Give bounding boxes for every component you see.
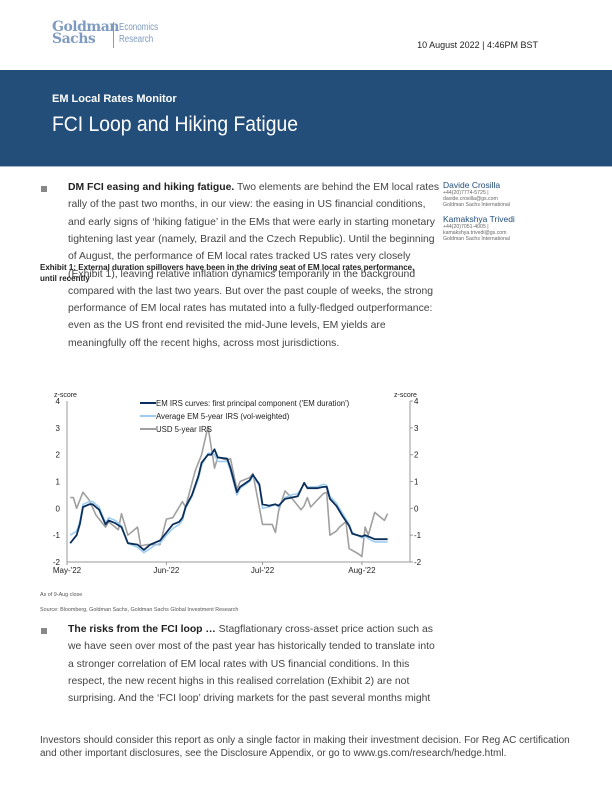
logo-subtitle: Economics Research (119, 22, 159, 45)
line-text: Stagflationary cross-asset price action … (215, 624, 433, 635)
exhibit-1-chart: 4 4 3 3 2 2 1 1 0 0 -1 -1 -2 -2 z-score z-score May-'22 J… (53, 392, 422, 575)
line-text: even as the US front end revisited the m… (68, 320, 386, 332)
logo-divider (113, 22, 114, 48)
exhibit-source: Source: Bloomberg, Goldman Sachs, Goldma… (40, 607, 239, 613)
report-series: EM Local Rates Monitor (52, 93, 177, 105)
bullet-icon (41, 186, 47, 192)
legend-label: EM IRS curves: first principal component… (156, 399, 350, 408)
author-phone: +44(20)7051-4005 | (443, 224, 489, 230)
series-line-0 (69, 448, 388, 551)
lead-in: The risks from the FCI loop … (68, 624, 216, 635)
exhibit-note: As of 9-Aug close (40, 592, 83, 598)
x-tick-label: Aug-'22 (348, 566, 376, 575)
report-title: FCI Loop and Hiking Fatigue (52, 113, 298, 136)
y-tick-label-left: -2 (53, 558, 61, 567)
lead-in: DM FCI easing and hiking fatigue. (68, 182, 235, 193)
text-line: compared with the last two years. But ov… (68, 283, 433, 300)
line-text: we have seen over most of the past year … (68, 641, 435, 653)
line-text: meaningfully off the recent highs, acros… (68, 337, 340, 349)
line-text: compared with the last two years. But ov… (68, 285, 434, 297)
y-axis-label-left: z-score (54, 392, 77, 399)
text-line: (Exhibit 1), leaving relative inflation … (68, 266, 415, 283)
author-firm: Goldman Sachs International (443, 236, 510, 242)
line-text: rally of the past two months, in our vie… (68, 199, 426, 211)
text-line: The risks from the FCI loop … Stagflatio… (68, 621, 433, 638)
text-line: DM FCI easing and hiking fatigue. Two el… (68, 179, 439, 196)
line-text: of August, the performance of EM local r… (68, 251, 411, 263)
x-tick-label: May-'22 (53, 566, 82, 575)
title-banner (0, 70, 612, 167)
author-firm: Goldman Sachs International (443, 202, 510, 208)
y-tick-label-right: 0 (414, 504, 419, 513)
bullet-icon (41, 628, 47, 634)
legend-label: USD 5-year IRS (156, 425, 212, 434)
y-axis-label-right: z-score (394, 392, 417, 399)
text-line: tightening last year (namely, Brazil and… (68, 231, 435, 248)
text-line: respect, the new recent highs in this re… (68, 673, 409, 690)
y-tick-label-right: 3 (414, 424, 419, 433)
y-tick-label-left: 3 (56, 424, 61, 433)
y-tick-label-right: 2 (414, 451, 419, 460)
line-text: performance of EM local rates has mutate… (68, 303, 433, 315)
line-text: Two elements are behind the EM local rat… (234, 182, 440, 193)
line-text: a stronger correlation of EM local rates… (68, 658, 410, 670)
text-line: rally of the past two months, in our vie… (68, 196, 426, 213)
author-card: Kamakshya Trivedi +44(20)7051-4005 | kamak… (443, 214, 515, 242)
text-line: we have seen over most of the past year … (68, 638, 435, 655)
series-line-1 (69, 452, 388, 554)
text-line: and early signs of ‘hiking fatigue’ in t… (68, 214, 435, 231)
line-text: (Exhibit 1), leaving relative inflation … (68, 268, 416, 280)
goldman-sachs-logo: Goldman Sachs (52, 19, 119, 47)
text-line: meaningfully off the recent highs, acros… (68, 335, 339, 352)
author-card: Davide Crosilla +44(20)7774-5725 | davide.… (443, 180, 510, 208)
text-line: surprising. And the ‘FCI loop’ driving m… (68, 690, 430, 707)
exhibit-title: Exhibit 1: External duration spillovers … (40, 263, 415, 283)
line-text: surprising. And the ‘FCI loop’ driving m… (68, 693, 431, 705)
disclosure-footer: Investors should consider this report as… (40, 735, 570, 759)
y-tick-label-left: -1 (53, 531, 61, 540)
x-tick-label: Jun-'22 (153, 566, 180, 575)
y-tick-label-left: 0 (56, 504, 61, 513)
text-line: even as the US front end revisited the m… (68, 317, 386, 334)
line-text: and early signs of ‘hiking fatigue’ in t… (68, 216, 435, 228)
legend-label: Average EM 5-year IRS (vol-weighted) (156, 412, 290, 421)
y-tick-label-left: 2 (56, 451, 61, 460)
y-tick-label-right: 4 (414, 397, 419, 406)
y-tick-label-left: 1 (56, 478, 61, 487)
y-tick-label-right: -1 (414, 531, 422, 540)
line-text: tightening last year (namely, Brazil and… (68, 233, 435, 245)
y-tick-label-right: -2 (414, 558, 422, 567)
y-tick-label-left: 4 (56, 397, 61, 406)
x-tick-label: Jul-'22 (251, 566, 275, 575)
series-line-2 (70, 425, 389, 558)
line-text: respect, the new recent highs in this re… (68, 675, 410, 687)
author-phone: +44(20)7774-5725 | (443, 190, 489, 196)
author-name: Kamakshya Trivedi (443, 214, 515, 224)
y-tick-label-right: 1 (414, 478, 419, 487)
author-email[interactable]: kamakshya.trivedi@gs.com (443, 230, 507, 236)
text-line: a stronger correlation of EM local rates… (68, 656, 409, 673)
publish-date: 10 August 2022 | 4:46PM BST (417, 40, 538, 50)
author-email[interactable]: davide.crosilla@gs.com (443, 196, 498, 202)
text-line: of August, the performance of EM local r… (68, 248, 410, 265)
text-line: performance of EM local rates has mutate… (68, 300, 432, 317)
author-name: Davide Crosilla (443, 180, 501, 190)
